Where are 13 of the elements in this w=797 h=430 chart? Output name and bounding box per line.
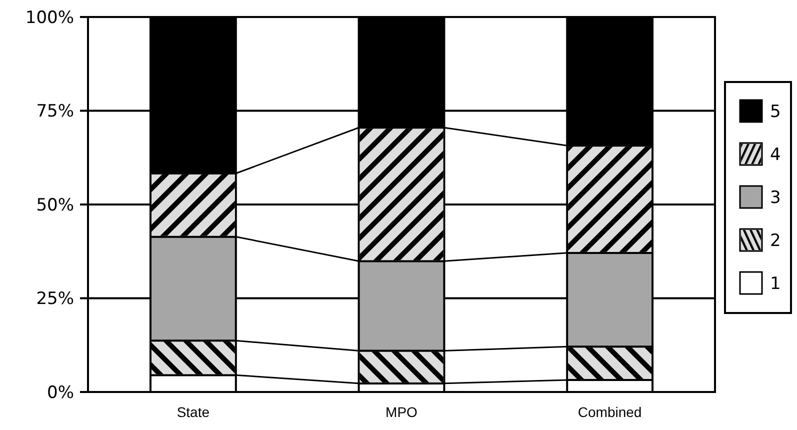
legend-label: 2 — [770, 230, 781, 251]
y-tick-label: 50% — [36, 195, 74, 216]
y-tick-label: 75% — [36, 102, 74, 122]
y-tick-label: 25% — [36, 289, 74, 310]
legend-label: 3 — [770, 188, 781, 208]
legend-label: 5 — [770, 102, 781, 122]
x-tick-label: State — [176, 404, 210, 420]
y-tick-label: 100% — [25, 8, 74, 28]
y-tick-label: 0% — [47, 382, 74, 403]
legend-label: 1 — [770, 274, 781, 294]
x-tick-label: MPO — [386, 404, 418, 420]
legend-label: 4 — [770, 144, 781, 165]
x-tick-label: Combined — [578, 404, 642, 420]
